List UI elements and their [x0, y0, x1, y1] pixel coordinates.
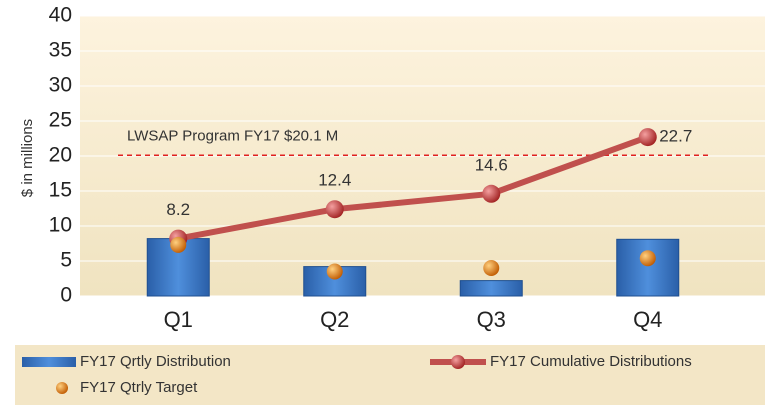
y-tick-label: 5: [60, 249, 72, 272]
bar: [616, 238, 680, 297]
y-tick-label: 35: [49, 39, 72, 62]
y-tick-label: 30: [49, 74, 72, 97]
legend-swatch: [56, 382, 68, 394]
target-marker: [170, 236, 187, 253]
y-tick-label: 0: [60, 284, 72, 307]
y-tick-label: 10: [49, 214, 72, 237]
target-marker: [326, 263, 343, 280]
legend-swatch: [22, 357, 76, 367]
reference-label: LWSAP Program FY17 $20.1 M: [127, 127, 338, 144]
x-tick-label: Q4: [633, 307, 662, 332]
line-marker: [482, 184, 501, 203]
x-tick-label: Q3: [477, 307, 506, 332]
legend-swatch: [451, 355, 465, 369]
x-tick-label: Q2: [320, 307, 349, 332]
target-marker: [639, 250, 656, 267]
line-marker: [325, 200, 344, 219]
data-label: 14.6: [475, 155, 508, 174]
line-marker: [638, 128, 657, 147]
x-tick-label: Q1: [164, 307, 193, 332]
target-marker: [483, 260, 500, 276]
legend-label: FY17 Cumulative Distributions: [490, 353, 692, 370]
data-label: 8.2: [166, 200, 190, 219]
line: [177, 134, 649, 242]
data-label: 22.7: [659, 127, 692, 146]
y-tick-label: 20: [49, 144, 72, 167]
y-tick-label: 40: [49, 4, 72, 27]
y-tick-label: 15: [49, 179, 72, 202]
bar: [146, 238, 210, 297]
y-tick-label: 25: [49, 109, 72, 132]
legend-label: FY17 Qrtly Distribution: [80, 353, 231, 370]
bar: [459, 280, 523, 297]
data-label: 12.4: [318, 171, 351, 190]
legend-label: FY17 Qtrly Target: [80, 379, 198, 396]
y-axis-label: $ in millions: [19, 119, 36, 197]
legend: [15, 345, 765, 405]
